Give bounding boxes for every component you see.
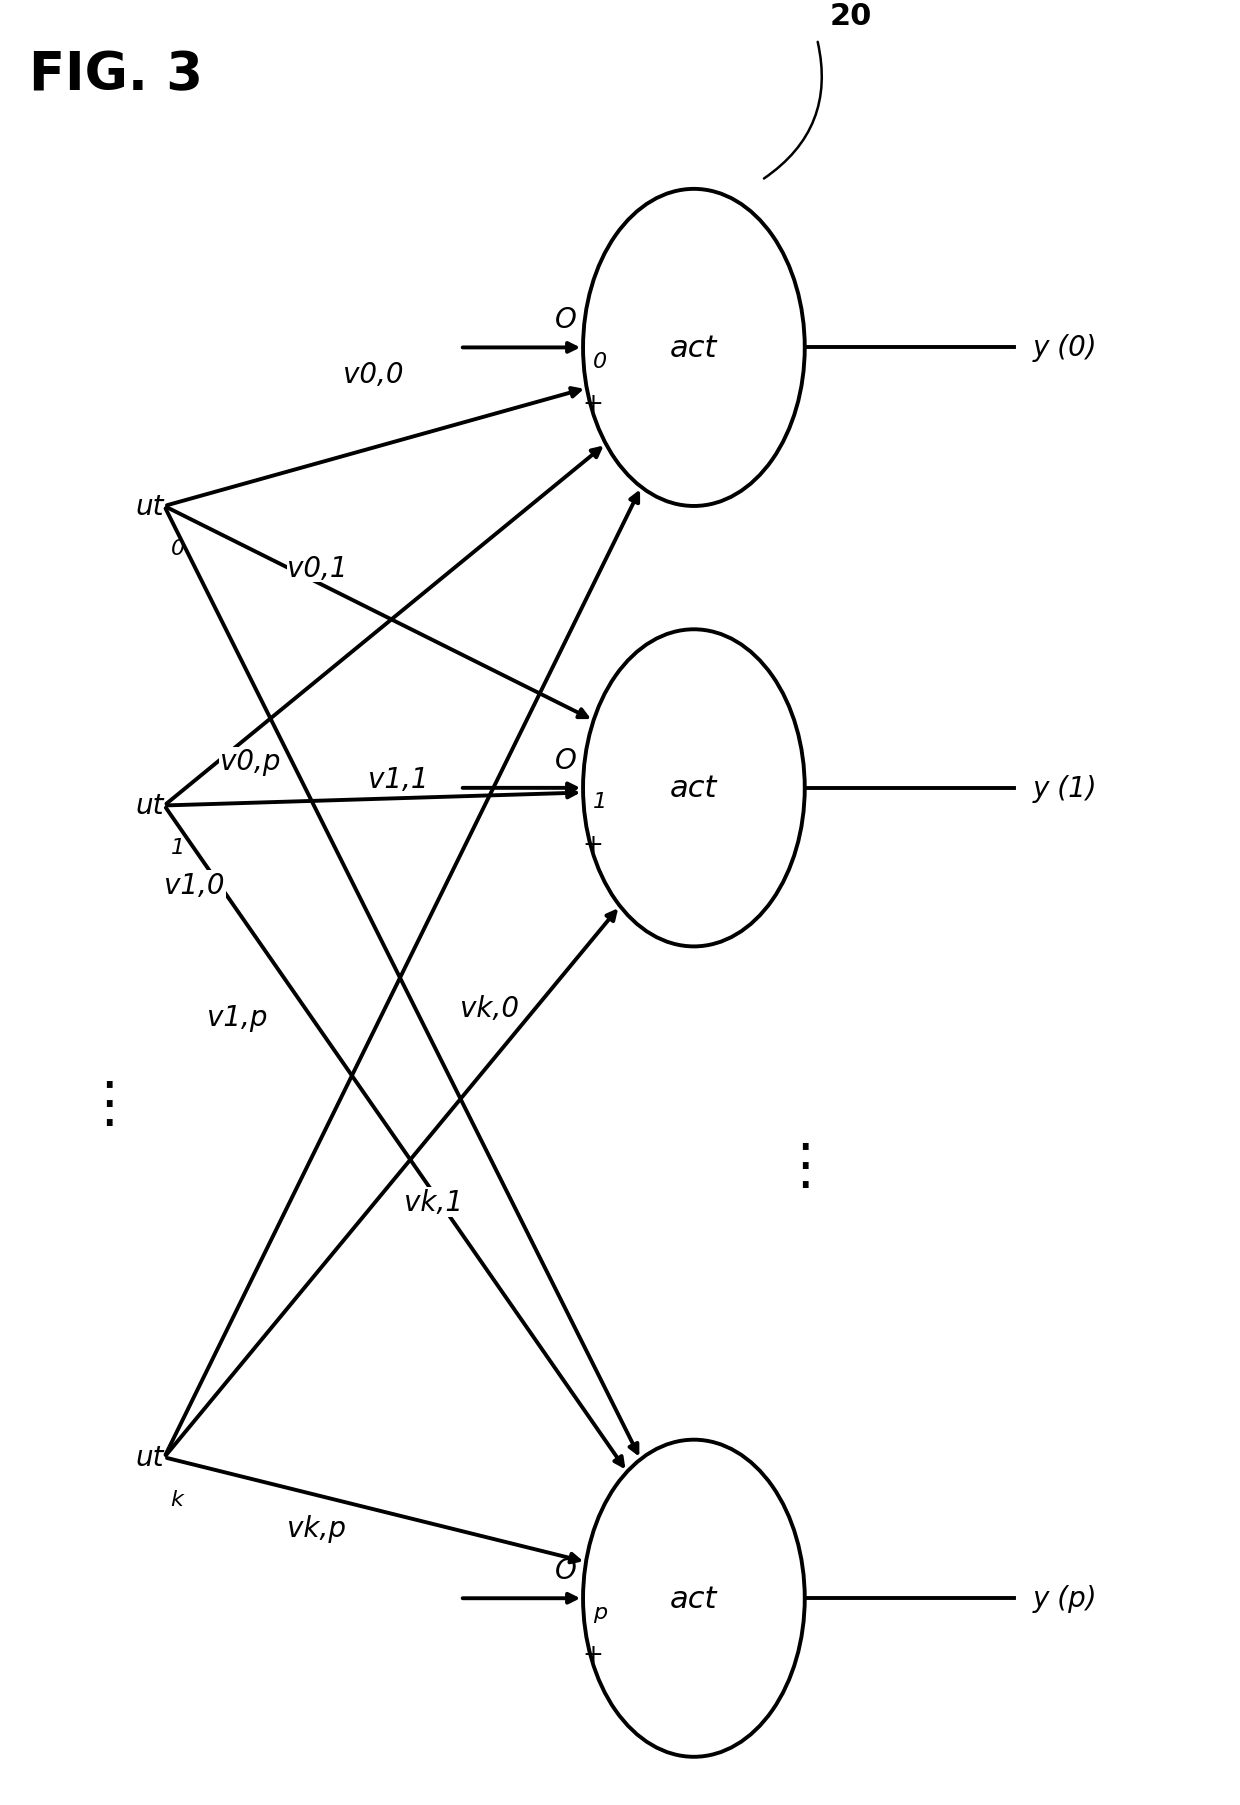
Text: v1,1: v1,1 [367, 765, 428, 794]
Text: ⋮: ⋮ [777, 1141, 832, 1193]
Text: ut: ut [136, 493, 164, 520]
Text: +: + [583, 832, 604, 856]
Circle shape [583, 630, 805, 948]
Text: y (0): y (0) [1033, 334, 1097, 363]
Circle shape [583, 1440, 805, 1756]
Text: 0: 0 [593, 352, 608, 372]
Text: 0: 0 [170, 538, 185, 558]
Text: k: k [170, 1489, 184, 1509]
Text: y (p): y (p) [1033, 1585, 1097, 1612]
Text: 1: 1 [170, 838, 185, 857]
Text: +: + [583, 392, 604, 417]
Text: v1,p: v1,p [207, 1004, 268, 1031]
Text: 1: 1 [593, 792, 608, 812]
Text: O: O [556, 307, 577, 334]
Text: v1,0: v1,0 [164, 872, 224, 899]
Text: v0,p: v0,p [219, 747, 280, 776]
Text: vk,1: vk,1 [404, 1188, 464, 1217]
Text: +: + [583, 1643, 604, 1666]
Text: act: act [670, 774, 718, 803]
Text: ut: ut [136, 1444, 164, 1471]
Text: act: act [670, 1583, 718, 1614]
Text: ut: ut [136, 792, 164, 819]
Text: act: act [670, 334, 718, 363]
Text: FIG. 3: FIG. 3 [29, 49, 203, 101]
Text: ⋮: ⋮ [81, 1078, 136, 1132]
Text: p: p [593, 1601, 608, 1623]
Text: y (1): y (1) [1033, 774, 1097, 803]
Text: vk,p: vk,p [288, 1514, 346, 1541]
Text: O: O [556, 1556, 577, 1585]
Text: vk,0: vk,0 [460, 995, 518, 1022]
Text: 20: 20 [830, 2, 872, 31]
Text: v0,1: v0,1 [288, 554, 348, 583]
Circle shape [583, 190, 805, 507]
Text: v0,0: v0,0 [343, 361, 403, 388]
Text: O: O [556, 745, 577, 774]
